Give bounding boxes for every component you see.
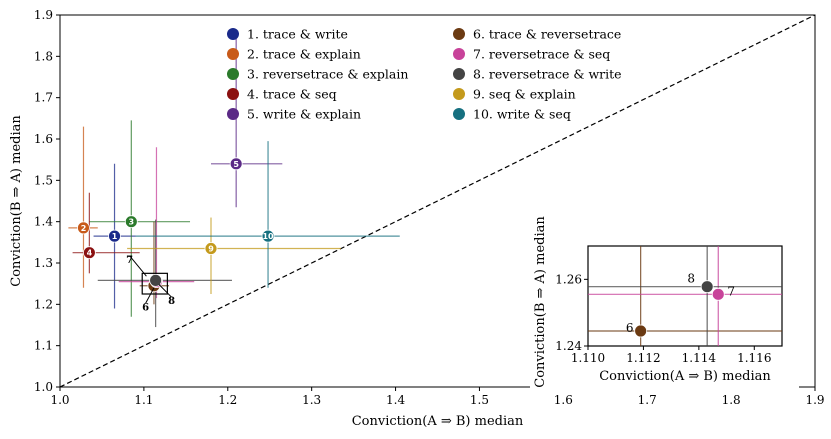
y-tick-label: 1.9 bbox=[34, 8, 53, 22]
legend-label-7: 7. reversetrace & seq bbox=[473, 47, 610, 62]
x-tick-label: 1.7 bbox=[638, 393, 657, 407]
legend-marker-7 bbox=[453, 48, 465, 60]
inset-plot: 6 7 8 1.110 1.112 1.114 1.116 1.24 1.26 Convictio… bbox=[530, 201, 799, 391]
series-1-number: 1 bbox=[112, 232, 118, 241]
inset-y-tick-label: 1.26 bbox=[555, 272, 582, 286]
series-4-number: 4 bbox=[87, 249, 93, 258]
y-tick-label: 1.7 bbox=[34, 91, 53, 105]
legend-marker-4 bbox=[227, 88, 239, 100]
legend-label-1: 1. trace & write bbox=[247, 27, 348, 42]
series-9-marker bbox=[204, 242, 218, 255]
series-3-number: 3 bbox=[129, 218, 135, 227]
y-tick-label: 1.1 bbox=[34, 339, 53, 353]
y-tick-label: 1.6 bbox=[34, 132, 53, 146]
series-5-number: 5 bbox=[233, 160, 239, 169]
legend-marker-9 bbox=[453, 88, 465, 100]
legend-label-4: 4. trace & seq bbox=[247, 87, 337, 102]
series-8-marker bbox=[149, 273, 163, 287]
series-5-marker bbox=[229, 157, 243, 171]
inset-y-axis-label: Conviction(B ⇒ A) median bbox=[533, 216, 548, 388]
inset-x-tick-label: 1.116 bbox=[737, 351, 771, 365]
y-tick-label: 1.4 bbox=[34, 215, 53, 229]
inset-x-tick-label: 1.110 bbox=[571, 351, 605, 365]
legend-label-8: 8. reversetrace & write bbox=[473, 67, 622, 82]
series-9-number: 9 bbox=[208, 245, 214, 254]
diagonal-line bbox=[59, 14, 816, 388]
inset-point-7-label: 7 bbox=[727, 284, 735, 298]
inset-x-tick-label: 1.114 bbox=[682, 351, 717, 365]
series-10-marker bbox=[261, 229, 275, 243]
x-tick-label: 1.6 bbox=[554, 393, 573, 407]
annotation-6-arrow bbox=[145, 287, 155, 304]
x-tick-label: 1.0 bbox=[50, 393, 69, 407]
series-2-number: 2 bbox=[81, 224, 87, 233]
legend-label-5: 5. write & explain bbox=[247, 107, 361, 122]
inset-point-8-marker bbox=[700, 280, 714, 294]
y-axis-label: Conviction(B ⇒ A) median bbox=[9, 115, 24, 287]
y-tick-label: 1.2 bbox=[34, 297, 53, 311]
x-tick-label: 1.4 bbox=[386, 393, 405, 407]
series-2-marker bbox=[77, 221, 90, 235]
legend-label-9: 9. seq & explain bbox=[473, 87, 576, 102]
legend-marker-8 bbox=[453, 68, 465, 80]
y-tick-label: 1.5 bbox=[34, 173, 53, 187]
legend-label-10: 10. write & seq bbox=[473, 107, 571, 122]
legend-marker-3 bbox=[227, 68, 239, 80]
series-4-marker bbox=[82, 246, 96, 260]
x-tick-label: 1.5 bbox=[470, 393, 489, 407]
annotation-7-label: 7 bbox=[126, 255, 133, 266]
inset-point-7-marker bbox=[711, 287, 725, 301]
legend-marker-1 bbox=[227, 28, 239, 40]
legend-label-2: 2. trace & explain bbox=[247, 47, 361, 62]
legend-marker-6 bbox=[453, 28, 465, 40]
inset-y-tick-label: 1.24 bbox=[555, 339, 582, 353]
series-1-marker bbox=[108, 229, 121, 243]
y-tick-label: 1.3 bbox=[34, 256, 53, 270]
x-tick-label: 1.1 bbox=[134, 393, 153, 407]
series-3-marker bbox=[124, 215, 138, 229]
series-10-number: 10 bbox=[262, 232, 274, 241]
legend-label-6: 6. trace & reversetrace bbox=[473, 27, 621, 42]
y-tick-label: 1.0 bbox=[34, 380, 53, 394]
annotation-7-arrow bbox=[129, 255, 147, 277]
inset-point-8-label: 8 bbox=[687, 272, 695, 286]
y-tick-label: 1.8 bbox=[34, 49, 53, 63]
x-tick-label: 1.2 bbox=[218, 393, 237, 407]
inset-lines bbox=[588, 246, 782, 346]
inset-x-tick-label: 1.112 bbox=[626, 351, 660, 365]
x-axis-label: Conviction(A ⇒ B) median bbox=[352, 414, 524, 429]
legend-marker-5 bbox=[227, 108, 239, 120]
x-tick-label: 1.8 bbox=[722, 393, 741, 407]
inset-x-axis-label: Conviction(A ⇒ B) median bbox=[599, 369, 771, 384]
inset-point-6-marker bbox=[634, 324, 648, 338]
x-tick-label: 1.3 bbox=[302, 393, 321, 407]
annotation-6-label: 6 bbox=[142, 302, 149, 313]
zoom-box bbox=[141, 272, 168, 295]
annotation-8-label: 8 bbox=[168, 296, 175, 307]
legend-marker-10 bbox=[453, 108, 465, 120]
legend-marker-2 bbox=[227, 48, 239, 60]
inset-point-6-label: 6 bbox=[626, 321, 634, 335]
annotation-8-arrow bbox=[158, 284, 172, 298]
x-tick-label: 1.9 bbox=[805, 393, 824, 407]
inset-frame bbox=[587, 245, 783, 347]
legend-label-3: 3. reversetrace & explain bbox=[247, 67, 408, 82]
